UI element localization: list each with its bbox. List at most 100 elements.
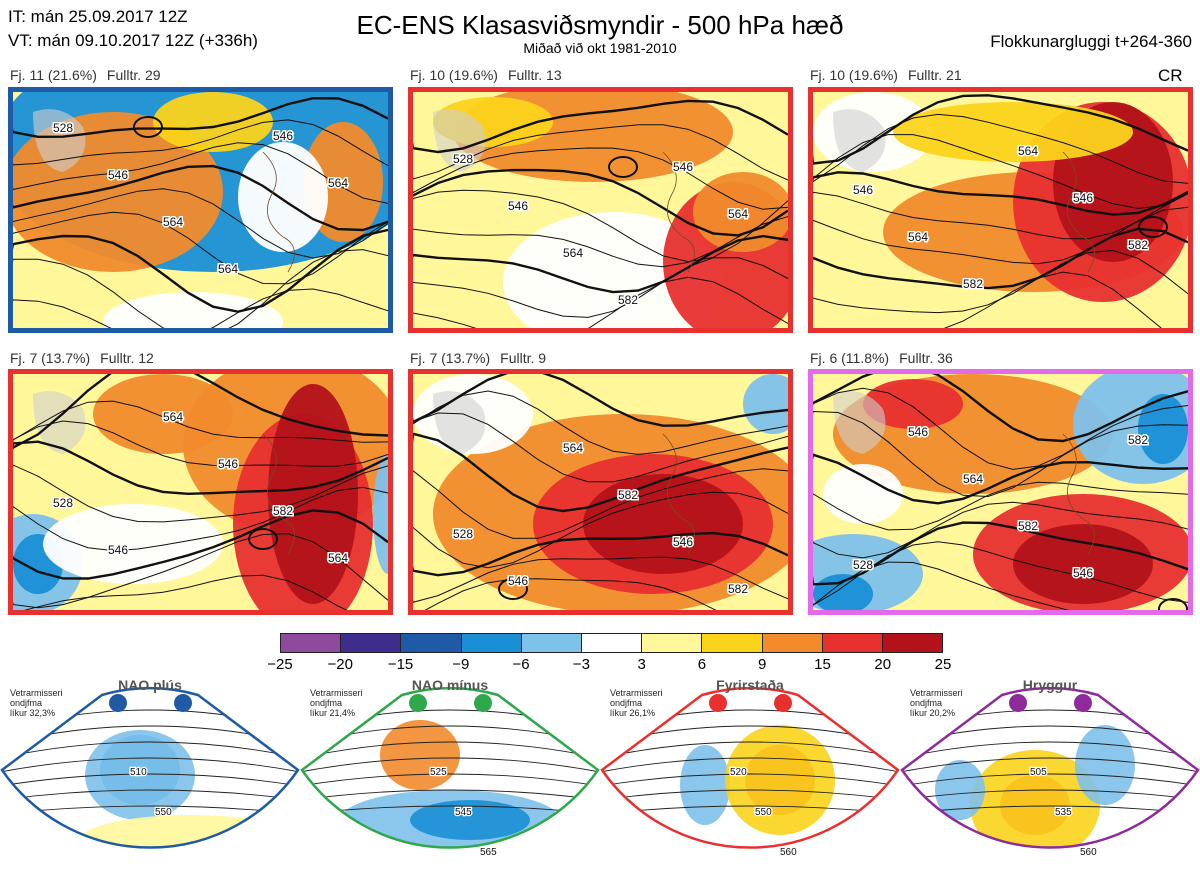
closed-contour: [1158, 598, 1188, 610]
closed-contour: [133, 116, 163, 138]
panel-label-5: Fj. 7 (13.7%) Fulltr. 9: [410, 350, 556, 366]
anomaly-field: 546 564 582 564 546 582: [813, 92, 1188, 328]
colorbar-segment: [882, 633, 944, 653]
height-contour: [13, 228, 388, 313]
colorbar-tick-label: 20: [874, 656, 892, 673]
colorbar-tick-label: −20: [327, 656, 353, 673]
height-contour: [413, 531, 788, 577]
contour-label: 564: [163, 410, 183, 424]
panel-label-2: Fj. 10 (19.6%) Fulltr. 13: [410, 67, 572, 83]
regime-dot: [174, 694, 192, 712]
cluster-label: Fj. 11 (21.6%): [10, 67, 97, 83]
regime-contour: [902, 789, 1198, 801]
colorbar-segment: [461, 633, 522, 653]
anomaly-blob: [373, 454, 388, 574]
regime-note: Vetrarmisseri: [910, 688, 963, 698]
cluster-label: Fj. 6 (11.8%): [810, 350, 890, 366]
height-contour: [813, 171, 1188, 216]
contour-label: 582: [1128, 238, 1148, 252]
colorbar-tick-label: 15: [814, 656, 831, 673]
contour-label: 528: [453, 527, 473, 541]
colorbar-tick-label: 6: [697, 656, 707, 673]
height-contour: [413, 189, 788, 263]
contour-label: 582: [1128, 433, 1148, 447]
contour-label: 546: [508, 574, 528, 588]
height-contour: [813, 541, 1188, 606]
cluster-label: Fj. 10 (19.6%): [810, 67, 898, 83]
anomaly-blob: [93, 374, 233, 454]
contour-label: 564: [563, 246, 583, 260]
regime-contour: [902, 757, 1198, 773]
anomaly-blob: [863, 379, 963, 429]
regime-note: ondjfma: [910, 698, 942, 708]
regime-contour-label: 560: [1080, 847, 1097, 858]
regime-contour: [902, 773, 1198, 787]
height-contour: [413, 432, 788, 513]
height-contour: [413, 168, 788, 237]
colorbar-segment: [521, 633, 582, 653]
height-contour: [813, 410, 1188, 498]
cluster-map-2: 528 546 564 582 546 564: [408, 87, 793, 333]
height-contour: [813, 387, 1188, 470]
regime-note: Vetrarmisseri: [10, 688, 63, 698]
contour-label: 546: [1073, 566, 1093, 580]
contour-label: 564: [328, 176, 348, 190]
coastline: [662, 151, 695, 273]
anomaly-blob: [1138, 394, 1188, 464]
regime-note: Vetrarmisseri: [610, 688, 663, 698]
rep-label: Fulltr. 12: [100, 350, 154, 366]
height-contour: [13, 400, 388, 443]
contour-label: 582: [273, 504, 293, 518]
contour-label: 546: [673, 535, 693, 549]
height-contour: [413, 99, 788, 154]
regime-contour-label: 525: [430, 767, 447, 778]
regime-contour: [602, 773, 898, 787]
rep-label: Fulltr. 36: [899, 350, 953, 366]
window-label: Flokkunargluggi t+264-360: [990, 32, 1192, 51]
coastline: [262, 151, 295, 273]
regime-anomaly: [380, 720, 460, 790]
rep-label: Fulltr. 29: [106, 67, 161, 83]
page-title: EC-ENS Klasasviðsmyndir - 500 hPa hæð: [356, 10, 844, 40]
panel-label-4: Fj. 7 (13.7%) Fulltr. 12: [10, 350, 164, 366]
anomaly-blob: [693, 172, 788, 252]
contour-label: 546: [908, 425, 928, 439]
contour-label: 546: [218, 457, 238, 471]
contour-label: 582: [618, 488, 638, 502]
height-contour: [813, 206, 1188, 265]
contour-label: 564: [728, 207, 748, 221]
anomaly-blob: [43, 504, 223, 584]
height-contour: [23, 574, 348, 610]
anomaly-field: 528 546 564 564 546 564: [13, 92, 388, 328]
regime-note: ondjfma: [10, 698, 42, 708]
regime-title: Hryggur: [1023, 677, 1078, 693]
height-contour: [13, 188, 388, 259]
contour-label: 546: [108, 543, 128, 557]
colorbar-segment: [581, 633, 643, 653]
contour-label: 528: [53, 121, 73, 135]
contour-label: 564: [218, 262, 238, 276]
cluster-map-4: 528 546 564 546 582 564: [8, 369, 393, 615]
colorbar-tick-label: −15: [387, 656, 414, 673]
height-contour: [813, 227, 1188, 290]
anomaly-blob: [103, 292, 283, 328]
contour-label: 564: [563, 441, 583, 455]
height-contour: [413, 234, 788, 294]
coastline: [662, 433, 695, 555]
contour-label: 582: [618, 293, 638, 307]
regime-contour-label: 545: [455, 807, 472, 818]
regime-contour-label: 550: [155, 807, 172, 818]
height-contour: [13, 486, 388, 552]
height-contour: [413, 412, 788, 483]
height-contour: [813, 374, 1188, 443]
height-contour: [13, 96, 388, 139]
land-patch: [433, 391, 486, 454]
anomaly-blob: [153, 92, 273, 152]
contour-label: 528: [853, 558, 873, 572]
height-contour: [813, 249, 1188, 314]
colorbar-segment: [401, 633, 462, 653]
regime-dot: [1009, 694, 1027, 712]
regime-anomaly: [80, 815, 298, 848]
